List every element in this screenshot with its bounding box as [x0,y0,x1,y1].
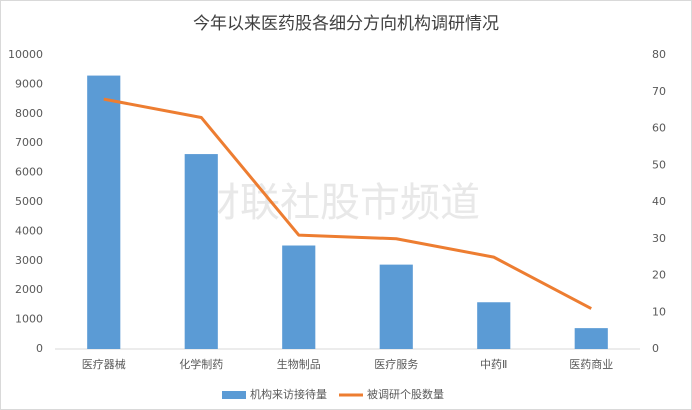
legend-label: 机构来访接待量 [250,387,327,401]
bar [379,264,413,349]
legend-swatch [222,391,246,399]
y-tick-label: 5000 [15,195,43,208]
y-tick-label: 7000 [15,136,43,149]
y-tick-label: 4000 [15,224,43,237]
x-tick-label: 中药Ⅱ [480,358,507,371]
x-tick-label: 医疗器械 [82,357,126,371]
bar [574,328,608,349]
bar [87,75,121,349]
y-tick-label: 0 [36,342,43,355]
y2-tick-label: 30 [652,232,666,245]
y-tick-label: 10000 [8,48,43,61]
y-tick-label: 1000 [15,313,43,326]
bar [282,245,316,349]
watermark: 财联社股市频道 [200,180,480,226]
legend-label: 被调研个股数量 [367,388,444,401]
x-tick-label: 医药商业 [569,357,613,371]
x-tick-label: 医疗服务 [374,357,418,371]
y2-tick-label: 40 [652,195,666,208]
y2-tick-label: 80 [652,48,666,61]
y-tick-label: 8000 [15,107,43,120]
y2-tick-label: 60 [652,122,666,135]
bar [477,302,511,349]
y2-tick-label: 50 [652,158,666,171]
y-tick-label: 9000 [15,77,43,90]
y2-tick-label: 20 [652,269,666,282]
y-tick-label: 2000 [15,283,43,296]
y-tick-label: 3000 [15,254,43,267]
x-tick-label: 化学制药 [179,357,223,371]
y2-tick-label: 10 [652,305,666,318]
chart-title: 今年以来医药股各细分方向机构调研情况 [193,14,499,34]
line [103,97,592,310]
y-tick-label: 6000 [15,166,43,179]
bar [184,154,218,349]
y2-tick-label: 70 [652,85,666,98]
y2-tick-label: 0 [652,342,659,355]
x-tick-label: 生物制品 [277,357,321,371]
